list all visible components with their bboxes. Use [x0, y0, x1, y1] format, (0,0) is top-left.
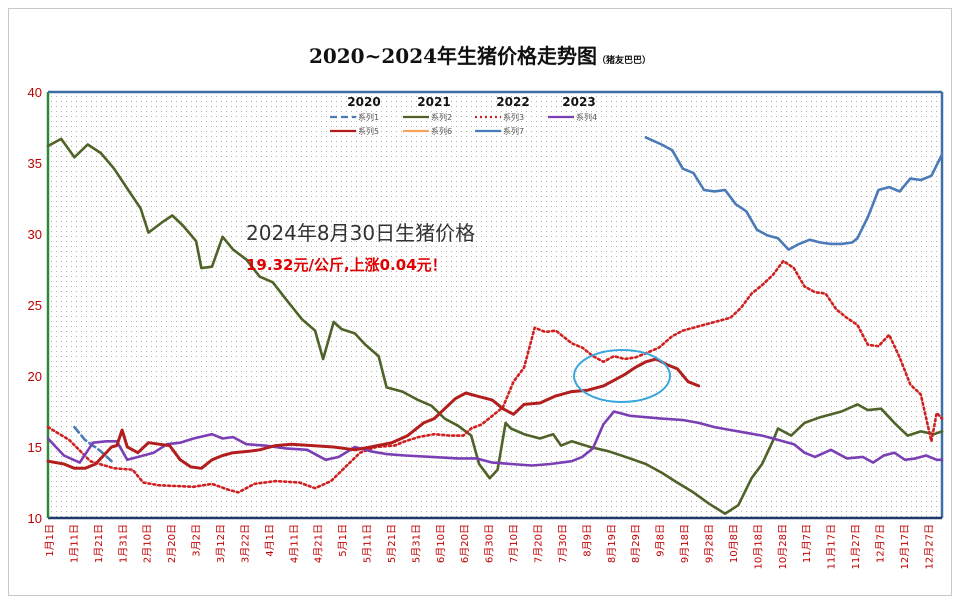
- legend-label: 系列7: [503, 126, 524, 136]
- x-tick-label: 1月1日: [44, 524, 56, 557]
- series-line: [46, 410, 944, 467]
- x-tick-label: 4月1日: [264, 524, 276, 557]
- x-tick-label: 5月31日: [410, 524, 422, 563]
- x-tick-label: 7月10日: [508, 524, 520, 563]
- x-tick-label: 11月7日: [801, 524, 813, 563]
- legend-label: 系列6: [431, 126, 452, 136]
- annotation-title: 2024年8月30日生猪价格: [246, 221, 475, 245]
- annotation-price: 19.32元/公斤,上涨0.04元！: [246, 256, 447, 274]
- x-tick-label: 2月20日: [166, 524, 178, 563]
- x-tick-label: 12月27日: [923, 524, 935, 569]
- y-tick-label: 30: [28, 227, 42, 242]
- legend-label: 系列5: [358, 126, 379, 136]
- x-tick-label: 1月11日: [68, 524, 80, 563]
- legend-year: 2022: [496, 95, 529, 109]
- chart-title: 2020~2024年生猪价格走势图（猪友巴巴）: [0, 40, 960, 69]
- legend-label: 系列2: [431, 112, 452, 122]
- legend-year: 2020: [347, 95, 380, 109]
- chart-title-note: （猪友巴巴）: [597, 56, 652, 66]
- x-tick-label: 7月30日: [557, 524, 569, 563]
- x-tick-label: 11月17日: [826, 524, 838, 569]
- x-tick-label: 5月21日: [386, 524, 398, 563]
- y-tick-label: 10: [28, 511, 42, 526]
- x-tick-label: 9月28日: [704, 524, 716, 563]
- chart-title-text: 2020~2024年生猪价格走势图: [308, 44, 598, 68]
- legend-year: 2021: [417, 95, 450, 109]
- y-tick-label: 15: [28, 440, 42, 455]
- x-tick-label: 9月18日: [679, 524, 691, 563]
- x-tick-label: 5月11日: [362, 524, 374, 563]
- x-tick-label: 9月8日: [655, 524, 667, 557]
- y-tick-label: 40: [28, 85, 42, 100]
- x-tick-label: 3月2日: [191, 524, 203, 557]
- y-tick-label: 35: [28, 156, 42, 171]
- x-tick-label: 2月10日: [142, 524, 154, 563]
- x-tick-label: 12月7日: [874, 524, 886, 563]
- legend-year: 2023: [562, 95, 595, 109]
- x-tick-label: 11月27日: [850, 524, 862, 569]
- x-tick-label: 8月19日: [606, 524, 618, 563]
- x-tick-label: 5月1日: [337, 524, 349, 557]
- x-tick-label: 4月21日: [313, 524, 325, 563]
- highlight-circle: [573, 349, 671, 403]
- x-tick-label: 10月8日: [728, 524, 740, 563]
- x-tick-label: 8月9日: [581, 524, 593, 557]
- x-tick-label: 6月20日: [459, 524, 471, 563]
- x-tick-label: 6月30日: [484, 524, 496, 563]
- x-tick-label: 10月28日: [777, 524, 789, 569]
- y-tick-label: 20: [28, 369, 42, 384]
- x-tick-label: 10月18日: [752, 524, 764, 569]
- series-line: [46, 137, 944, 515]
- x-tick-label: 1月31日: [117, 524, 129, 563]
- x-tick-label: 4月11日: [288, 524, 300, 563]
- series-line: [46, 259, 944, 494]
- series-line: [46, 357, 701, 470]
- x-tick-label: 3月22日: [239, 524, 251, 563]
- x-tick-label: 6月10日: [435, 524, 447, 563]
- x-tick-label: 3月12日: [215, 524, 227, 563]
- plot-area: [48, 92, 942, 518]
- x-tick-label: 7月20日: [533, 524, 545, 563]
- series-line: [644, 136, 944, 251]
- x-tick-label: 8月29日: [630, 524, 642, 563]
- series-line: [73, 425, 113, 463]
- x-tick-label: 12月17日: [899, 524, 911, 569]
- legend-label: 系列1: [358, 112, 379, 122]
- legend-label: 系列4: [576, 112, 597, 122]
- y-tick-label: 25: [28, 298, 42, 313]
- legend-label: 系列3: [503, 112, 524, 122]
- x-tick-label: 1月21日: [93, 524, 105, 563]
